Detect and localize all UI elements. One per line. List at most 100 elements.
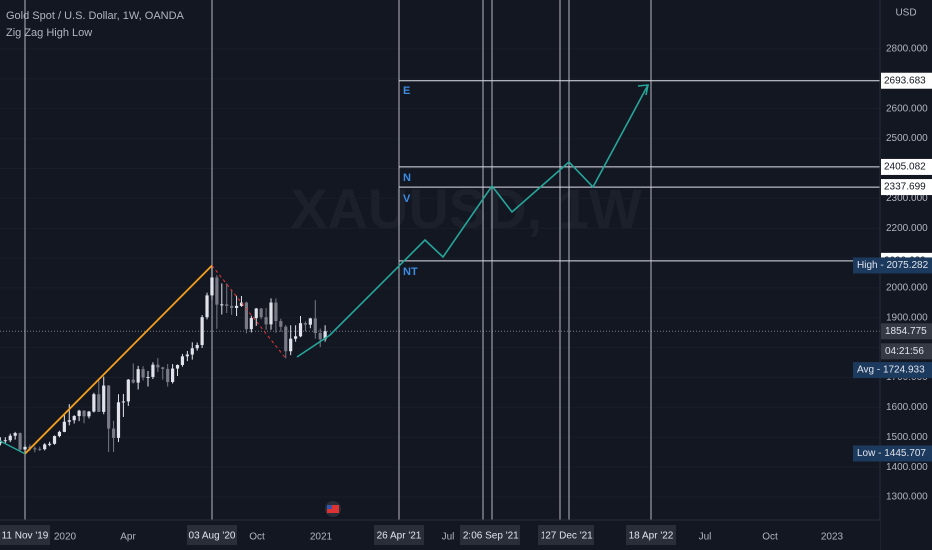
candle-body <box>62 421 66 432</box>
candle-body <box>259 308 263 318</box>
candle-body <box>220 304 224 306</box>
candle-body <box>249 318 253 330</box>
time-marker: 26 Apr '21 <box>377 531 422 542</box>
candle-body <box>131 379 135 383</box>
price-tick-label: 1300.000 <box>886 492 928 503</box>
price-tag-label: Avg - 1724.933 <box>857 365 925 376</box>
level-tag-label: 2405.082 <box>884 162 926 173</box>
time-label: 2021 <box>310 532 333 543</box>
candle-body <box>230 305 234 308</box>
candle-body <box>87 411 91 417</box>
candle-body <box>121 401 125 403</box>
candles <box>0 265 327 454</box>
candle-body <box>234 305 239 308</box>
flag-canton <box>327 505 332 509</box>
time-label: Oct <box>249 532 265 543</box>
candle-body <box>185 354 189 357</box>
candle-body <box>23 446 27 450</box>
price-tag-label: High - 2075.282 <box>857 260 929 271</box>
price-tick-label: 2300.000 <box>886 193 928 204</box>
projection-path <box>296 84 649 358</box>
candle-body <box>18 433 22 450</box>
zigzag-up <box>24 264 213 455</box>
time-marker: 06 Sep '21 <box>471 531 519 542</box>
price-tag <box>853 445 932 462</box>
time-label: 2020 <box>54 532 77 543</box>
candle-body <box>97 394 101 412</box>
time-marker: 11 Nov '19 <box>2 531 49 542</box>
time-marker: 03 Aug '20 <box>189 531 236 542</box>
candle-body <box>141 369 145 378</box>
candle-body <box>313 318 317 334</box>
price-tag-label: Low - 1445.707 <box>857 448 926 459</box>
candle-body <box>33 448 37 450</box>
wave-label: E <box>403 85 410 97</box>
candle-body <box>77 410 81 417</box>
candle-body <box>180 356 185 365</box>
watermark: XAUUSD, 1W <box>290 177 642 240</box>
candle-body <box>254 308 258 319</box>
candle-body <box>200 317 204 345</box>
vertical-lines <box>24 0 652 520</box>
price-tick-label: 2800.000 <box>886 44 928 55</box>
candle-body <box>190 348 194 355</box>
zigzag <box>0 264 287 455</box>
wave-label: N <box>403 172 411 184</box>
candle-body <box>166 368 170 383</box>
price-tick-label: 2000.000 <box>886 283 928 294</box>
candle-body <box>72 416 76 421</box>
time-marker-box <box>187 525 237 545</box>
time-label: Jul <box>699 532 712 543</box>
price-tick-label: 2500.000 <box>886 133 928 144</box>
symbol-title[interactable]: Gold Spot / U.S. Dollar, 1W, OANDA <box>6 10 185 22</box>
event-flag[interactable] <box>325 501 341 517</box>
time-label: 2023 <box>821 532 844 543</box>
price-axis-labels: 1300.0001400.0001500.0001600.0001700.000… <box>853 44 932 503</box>
candle-body <box>111 428 116 438</box>
time-marker: 27 Dec '21 <box>545 531 593 542</box>
time-label: Jul <box>442 532 455 543</box>
countdown: 04:21:56 <box>885 346 924 357</box>
candle-body <box>52 436 57 444</box>
flag-stripes <box>327 505 339 513</box>
level-tag-label: 2337.699 <box>884 182 926 193</box>
candle-body <box>146 376 150 378</box>
currency[interactable]: USD <box>895 8 916 19</box>
price-tick-label: 1400.000 <box>886 462 928 473</box>
time-axis-labels: 2020 Apr Oct 2021 Jul Jul Oct 2023 11 Nov '19 03 … <box>0 525 844 545</box>
candle-body <box>38 448 42 450</box>
candle-body <box>303 323 308 325</box>
level-tag <box>881 158 932 175</box>
price-tick-label: 1600.000 <box>886 402 928 413</box>
candle-body <box>102 385 106 412</box>
candle-body <box>308 318 312 325</box>
time-label: Oct <box>762 532 778 543</box>
candle-body <box>116 402 121 438</box>
candle-body <box>82 410 86 417</box>
candle-body <box>43 444 47 450</box>
candle-body <box>264 317 268 325</box>
price-tick-label: 1500.000 <box>886 432 928 443</box>
candle-body <box>210 277 214 296</box>
level-tag <box>881 179 932 196</box>
candle-body <box>3 440 7 442</box>
grid <box>0 48 880 498</box>
candle-body <box>156 364 160 368</box>
candle-body <box>48 443 52 445</box>
level-tag-label: 2693.683 <box>884 75 926 86</box>
candle-body <box>215 277 219 305</box>
time-marker: 2: <box>463 531 471 542</box>
indicator-name[interactable]: Zig Zag High Low <box>6 27 92 39</box>
candle-body <box>294 336 298 339</box>
candle-body <box>225 304 229 306</box>
wave-label: V <box>403 193 411 205</box>
price-tick-label: 1900.000 <box>886 312 928 323</box>
time-label: Apr <box>120 532 136 543</box>
candle-body <box>8 435 12 441</box>
candle-body <box>279 321 283 327</box>
candle-body <box>274 302 278 322</box>
candle-body <box>318 333 322 340</box>
zigzag-down <box>211 265 287 359</box>
